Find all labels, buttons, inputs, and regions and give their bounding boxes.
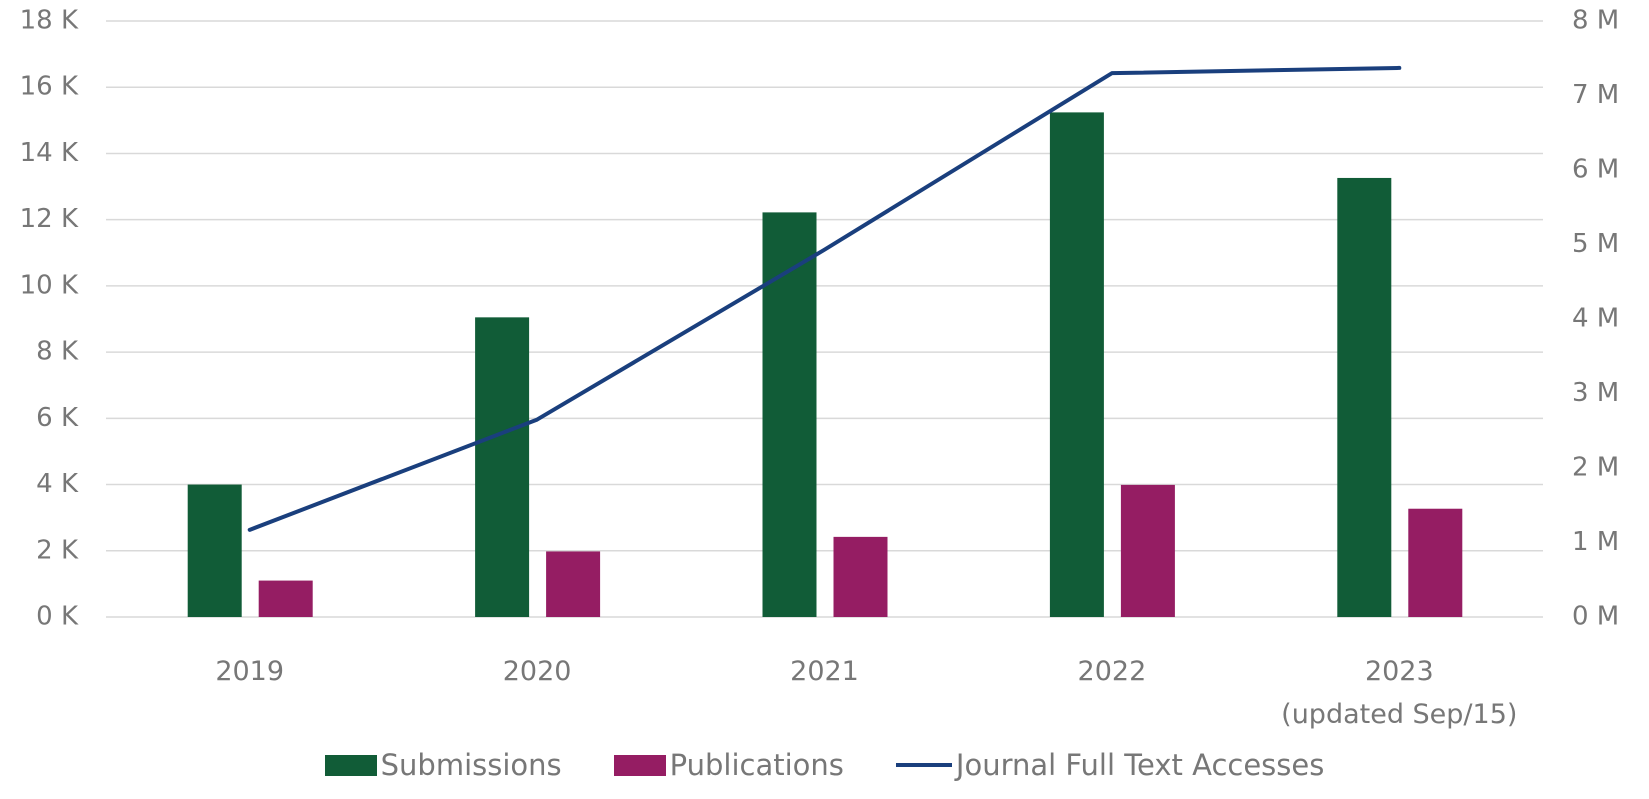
legend-swatch xyxy=(324,754,377,776)
bar xyxy=(1408,508,1463,617)
y-tick-label: 4 K xyxy=(36,469,79,499)
bar xyxy=(475,317,530,617)
y2-tick-label: 2 M xyxy=(1572,453,1619,483)
y-tick-label: 2 K xyxy=(36,535,79,565)
bar xyxy=(833,536,888,617)
legend-label: Submissions xyxy=(380,748,562,782)
legend-item: Publications xyxy=(613,748,844,782)
y-tick-label: 8 K xyxy=(36,337,79,367)
bar xyxy=(1120,484,1175,617)
bar xyxy=(187,484,242,617)
legend-swatch xyxy=(895,763,952,767)
legend-swatch xyxy=(613,754,666,776)
y2-tick-label: 0 M xyxy=(1572,602,1619,632)
y-tick-label: 0 K xyxy=(36,602,79,632)
y2-tick-label: 7 M xyxy=(1572,80,1619,110)
x-tick-label: 2021 xyxy=(790,656,859,687)
bar xyxy=(762,212,817,618)
y-tick-label: 10 K xyxy=(20,270,79,300)
line xyxy=(247,65,1402,532)
bar xyxy=(1049,112,1104,618)
y2-tick-label: 4 M xyxy=(1572,304,1619,334)
y2-tick-label: 5 M xyxy=(1572,229,1619,259)
bar xyxy=(546,551,601,617)
legend-label: Publications xyxy=(669,748,844,782)
y-tick-label: 18 K xyxy=(20,6,79,36)
x-tick-label: 2022 xyxy=(1077,656,1147,687)
bar xyxy=(258,580,313,617)
y2-tick-label: 6 M xyxy=(1572,155,1619,185)
y-tick-label: 14 K xyxy=(20,138,79,168)
x-tick-label: 2019 xyxy=(215,656,285,687)
y-tick-label: 16 K xyxy=(20,72,79,102)
legend-label: Journal Full Text Accesses xyxy=(955,748,1325,782)
bar xyxy=(1337,177,1392,618)
legend-item: Journal Full Text Accesses xyxy=(895,748,1325,782)
y-tick-label: 12 K xyxy=(20,204,79,234)
x-tick-label: 2023 (updated Sep/15) xyxy=(1281,656,1518,730)
legend: Submissions Publications Journal Full Text… xyxy=(0,748,1649,782)
x-tick-label: 2020 xyxy=(502,656,572,687)
y2-tick-label: 8 M xyxy=(1572,6,1619,36)
y2-tick-label: 1 M xyxy=(1572,527,1619,557)
legend-item: Submissions xyxy=(324,748,562,782)
y-tick-label: 6 K xyxy=(36,403,79,433)
y2-tick-label: 3 M xyxy=(1572,378,1619,408)
